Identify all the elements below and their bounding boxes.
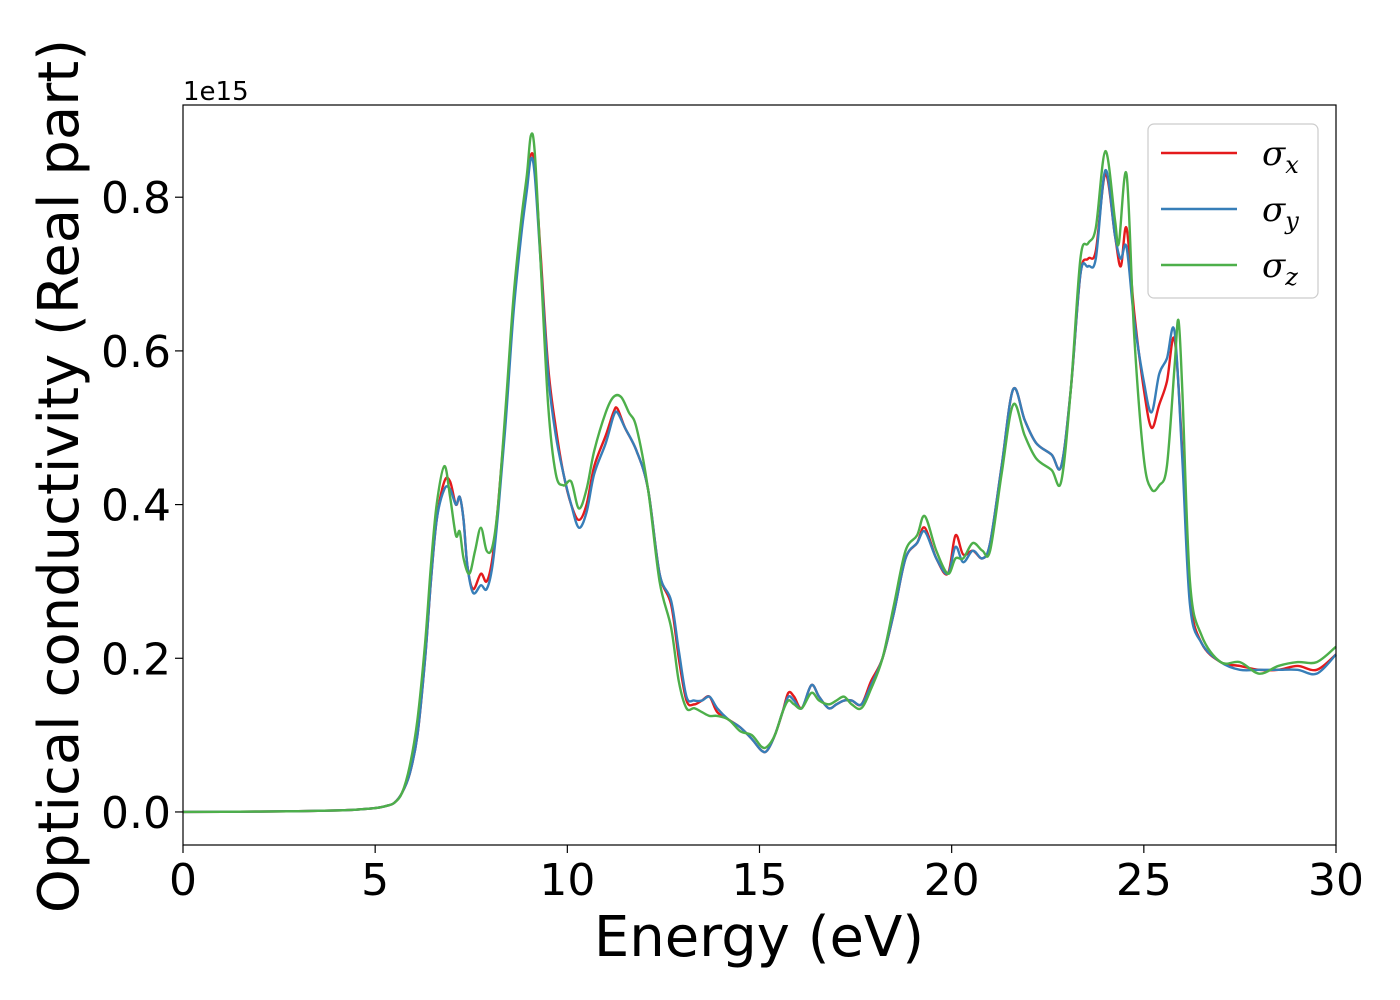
- x-tick-label: 30: [1308, 855, 1364, 906]
- series-line-y: [182, 156, 1337, 814]
- x-tick-label: 5: [361, 855, 389, 906]
- legend-frame: [1147, 123, 1319, 299]
- series-layer: [182, 132, 1337, 814]
- y-axis: 0.0 0.2 0.4 0.6 0.8: [101, 173, 183, 839]
- y-tick-label: 0.4: [101, 481, 171, 532]
- plot-background: [183, 105, 1336, 845]
- x-axis: 0 5 10 15 20 25 30: [169, 845, 1364, 906]
- x-tick-label: 10: [539, 855, 595, 906]
- x-axis-title: Energy (eV): [594, 905, 924, 970]
- x-tick-label: 20: [924, 855, 980, 906]
- y-tick-label: 0.6: [101, 327, 171, 378]
- x-tick-label: 0: [169, 855, 197, 906]
- y-tick-label: 0.0: [101, 788, 171, 839]
- y-offset-label: 1e15: [183, 77, 249, 107]
- y-axis-title: Optical conductivity (Real part): [27, 39, 92, 913]
- x-tick-label: 15: [732, 855, 788, 906]
- y-tick-label: 0.2: [101, 634, 171, 685]
- x-tick-label: 25: [1116, 855, 1172, 906]
- series-line-z: [182, 132, 1337, 814]
- y-tick-label: 0.8: [101, 173, 171, 224]
